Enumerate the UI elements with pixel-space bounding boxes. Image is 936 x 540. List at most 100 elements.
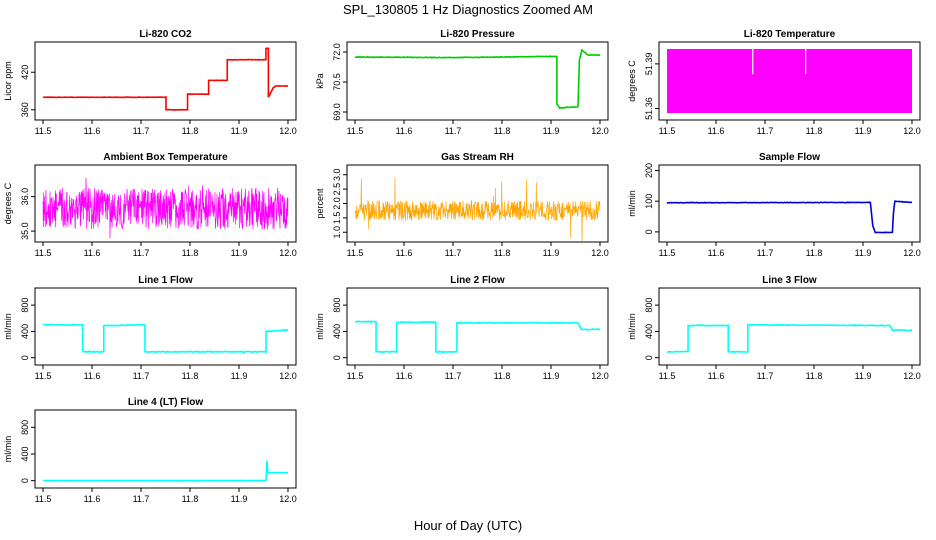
plot-area (354, 320, 601, 354)
y-axis-label: degrees C (3, 182, 13, 224)
plot-area (666, 323, 913, 354)
x-tick-label: 11.7 (445, 248, 462, 258)
x-tick-label: 11.8 (182, 371, 199, 381)
series-line (666, 200, 913, 234)
y-tick-label: 100 (644, 194, 654, 209)
x-tick-label: 12.0 (903, 371, 921, 381)
panel-title: Line 1 Flow (138, 275, 193, 286)
x-tick-label: 11.8 (182, 248, 199, 258)
plot-area (42, 323, 289, 354)
y-tick-label: 400 (332, 324, 342, 339)
x-tick-label: 11.8 (182, 126, 199, 136)
panel-title: Li-820 Pressure (440, 29, 515, 40)
x-tick-label: 11.5 (347, 126, 364, 136)
panel-frame (34, 409, 297, 489)
y-tick-label: 400 (20, 324, 30, 339)
y-axis-label: ml/min (3, 436, 13, 463)
panel-title: Line 3 Flow (762, 275, 817, 286)
panel-frame (346, 287, 609, 366)
x-tick-label: 11.7 (133, 494, 150, 504)
x-tick-label: 12.0 (279, 371, 297, 381)
y-tick-label: 0 (644, 355, 654, 360)
panel-title: Line 2 Flow (450, 275, 505, 286)
x-tick-label: 11.8 (806, 248, 823, 258)
y-tick-label: 0 (332, 355, 342, 360)
panel-frame (34, 41, 297, 121)
series-line (42, 177, 289, 239)
series-line (354, 177, 601, 241)
panel-6: Sample Flow 11.5 11.6 11.7 11.8 11.9 12.0 0 100 2… (627, 152, 921, 258)
panel-title: Line 4 (LT) Flow (128, 397, 204, 408)
y-tick-label: 0 (644, 229, 654, 234)
y-tick-label: 400 (20, 446, 30, 461)
y-axis-label: ml/min (315, 313, 325, 340)
panel-frame (658, 164, 921, 243)
series-line (354, 320, 601, 354)
series-line (666, 323, 913, 354)
panel-8: Line 2 Flow 11.5 11.6 11.7 11.8 11.9 12.0 0 400 8… (315, 275, 609, 381)
y-tick-label: 72.0 (332, 43, 342, 61)
x-tick-label: 12.0 (591, 371, 609, 381)
x-tick-label: 11.7 (757, 371, 774, 381)
plot-area (667, 48, 912, 114)
panel-title: Li-820 CO2 (139, 29, 192, 40)
x-tick-label: 11.6 (84, 248, 101, 258)
y-tick-label: 360 (20, 102, 30, 117)
x-tick-label: 11.6 (84, 494, 101, 504)
figure-title: SPL_130805 1 Hz Diagnostics Zoomed AM (343, 2, 593, 17)
x-tick-label: 11.9 (231, 126, 248, 136)
x-tick-label: 11.7 (133, 248, 150, 258)
y-tick-label: 800 (644, 298, 654, 313)
series-line (42, 460, 289, 482)
x-tick-label: 11.5 (659, 248, 676, 258)
y-axis-label: Licor ppm (3, 61, 13, 101)
panel-title: Gas Stream RH (441, 152, 514, 163)
x-tick-label: 11.6 (84, 126, 101, 136)
y-axis-label: ml/min (627, 190, 637, 217)
x-tick-label: 11.8 (494, 371, 511, 381)
x-tick-label: 11.7 (757, 126, 774, 136)
x-tick-label: 11.7 (133, 126, 150, 136)
x-tick-label: 11.6 (396, 126, 413, 136)
x-tick-label: 11.9 (231, 248, 248, 258)
panel-frame (34, 164, 297, 243)
x-tick-label: 11.9 (231, 494, 248, 504)
x-tick-label: 11.5 (659, 371, 676, 381)
panels: Li-820 CO2 11.5 11.6 11.7 11.8 11.9 12.0 360 420… (3, 29, 921, 504)
y-tick-label: 800 (20, 420, 30, 435)
x-tick-label: 11.5 (347, 248, 364, 258)
x-tick-label: 11.6 (708, 126, 725, 136)
y-tick-label: 420 (20, 65, 30, 80)
x-tick-label: 11.6 (84, 371, 101, 381)
panel-2: Li-820 Pressure 11.5 11.6 11.7 11.8 11.9 12.0 6… (315, 29, 609, 136)
y-tick-label: 800 (332, 298, 342, 313)
x-tick-label: 11.6 (396, 248, 413, 258)
y-tick-label: 69.0 (332, 103, 342, 121)
y-tick-label: 51.39 (644, 53, 654, 76)
plot-area (42, 177, 289, 239)
y-tick-label: 2.5 (332, 183, 342, 196)
series-line (42, 323, 289, 354)
series-line (42, 47, 289, 111)
panel-title: Ambient Box Temperature (103, 152, 228, 163)
y-tick-label: 200 (644, 163, 654, 178)
x-tick-label: 11.8 (494, 248, 511, 258)
x-tick-label: 12.0 (279, 494, 297, 504)
x-tick-label: 11.5 (35, 494, 52, 504)
x-tick-label: 11.8 (494, 126, 511, 136)
x-tick-label: 11.7 (445, 371, 462, 381)
x-tick-label: 12.0 (903, 126, 921, 136)
x-tick-label: 11.9 (855, 126, 872, 136)
panel-10: Line 4 (LT) Flow 11.5 11.6 11.7 11.8 11.9 12.0… (3, 397, 297, 504)
plot-area (354, 48, 601, 110)
x-tick-label: 11.6 (396, 371, 413, 381)
y-tick-label: 1.5 (332, 212, 342, 225)
y-axis-label: degrees C (627, 60, 637, 102)
x-tick-label: 11.7 (133, 371, 150, 381)
x-tick-label: 11.7 (445, 126, 462, 136)
x-tick-label: 11.9 (231, 371, 248, 381)
y-axis-label: kPa (315, 73, 325, 89)
panel-5: Gas Stream RH 11.5 11.6 11.7 11.8 11.9 12.0 1.0… (315, 152, 609, 258)
